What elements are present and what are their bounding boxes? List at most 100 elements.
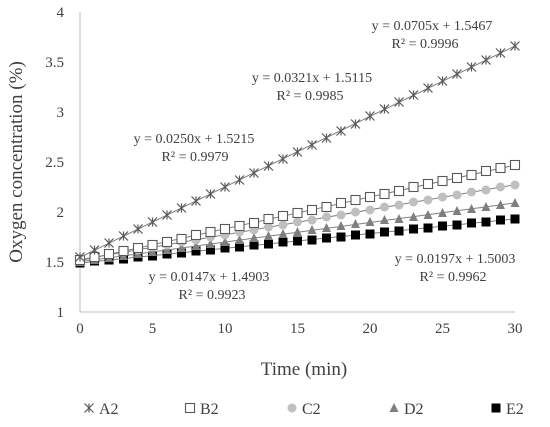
data-point-a2 (147, 217, 158, 227)
data-point-e2 (336, 232, 346, 242)
data-point-b2 (263, 213, 274, 225)
data-point-a2 (379, 104, 390, 114)
data-point-a2 (118, 231, 129, 241)
data-point-d2 (365, 217, 375, 226)
data-point-c2 (322, 212, 331, 222)
data-point-e2 (220, 243, 230, 253)
data-point-a2 (350, 119, 361, 129)
data-point-b2 (132, 242, 144, 254)
data-point-e2 (293, 236, 302, 246)
data-point-b2 (277, 210, 289, 222)
data-point-b2 (437, 175, 448, 187)
data-point-d2 (206, 239, 215, 248)
legend-marker-b2 (184, 402, 196, 414)
data-point-d2 (481, 202, 491, 211)
data-point-e2 (365, 229, 375, 239)
data-point-d2 (264, 231, 273, 240)
data-point-b2 (466, 169, 477, 181)
legend-label-e2: E2 (506, 401, 524, 418)
data-point-e2 (177, 248, 186, 258)
data-point-e2 (380, 227, 389, 237)
legend-label-d2: D2 (404, 401, 424, 418)
data-point-a2 (278, 154, 288, 164)
data-point-c2 (264, 222, 273, 232)
data-point-c2 (307, 215, 317, 225)
data-point-d2 (307, 225, 317, 234)
data-point-b2 (190, 229, 202, 241)
data-point-a2 (481, 55, 491, 65)
data-point-b2 (306, 204, 318, 216)
data-point-d2 (351, 219, 360, 228)
data-point-d2 (220, 237, 230, 246)
data-point-e2 (191, 246, 201, 256)
data-point-d2 (452, 206, 462, 215)
data-point-b2 (422, 178, 434, 190)
y-tick-label: 2.5 (45, 155, 64, 171)
data-point-a2 (75, 252, 85, 262)
data-point-e2 (409, 224, 418, 234)
data-point-c2 (278, 220, 288, 230)
data-point-d2 (336, 221, 346, 230)
data-point-d2 (278, 229, 288, 238)
data-point-b2 (451, 172, 463, 184)
data-point-c2 (351, 207, 360, 217)
data-point-d2 (423, 210, 433, 219)
data-point-b2 (350, 194, 361, 206)
data-point-d2 (496, 200, 505, 209)
data-point-b2 (393, 185, 405, 197)
data-point-c2 (380, 202, 389, 212)
plot-area: 0 5 10 15 20 25 30 1 1.5 2 2.5 3 3.5 4 (45, 5, 522, 337)
data-point-b2 (480, 165, 492, 177)
y-axis-title: Oxygen concentration (%) (6, 61, 27, 263)
data-point-a2 (104, 238, 114, 248)
data-point-b2 (118, 245, 129, 257)
data-point-c2 (336, 210, 346, 220)
data-point-a2 (495, 48, 506, 58)
data-point-e2 (351, 230, 360, 240)
data-point-c2 (467, 187, 476, 197)
data-point-b2 (495, 162, 506, 174)
data-point-e2 (264, 239, 273, 249)
equation-label-c2: y = 0.0250x + 1.5215 (134, 132, 255, 147)
equation-label-e2: y = 0.0147x + 1.4903 (149, 270, 270, 285)
data-point-a2 (191, 196, 201, 206)
legend-marker-a2 (84, 403, 94, 413)
data-point-e2 (423, 223, 433, 233)
data-point-a2 (133, 224, 143, 234)
data-point-d2 (380, 215, 389, 224)
data-point-c2 (481, 185, 491, 195)
data-point-c2 (423, 195, 433, 205)
data-point-b2 (321, 201, 332, 213)
data-point-c2 (409, 197, 418, 207)
legend-label-b2: B2 (200, 401, 219, 418)
x-tick-label: 0 (76, 321, 84, 337)
data-point-a2 (336, 126, 346, 136)
data-point-a2 (394, 97, 404, 107)
r2-label-a2: R² = 0.9996 (392, 37, 459, 52)
data-point-d2 (191, 241, 201, 250)
data-point-d2 (510, 198, 520, 207)
data-point-a2 (220, 182, 230, 192)
y-tick-label: 2 (57, 205, 65, 221)
data-point-a2 (466, 62, 477, 72)
data-point-b2 (408, 181, 419, 193)
data-point-e2 (249, 240, 259, 250)
x-axis-title: Time (min) (261, 359, 347, 380)
data-point-b2 (147, 239, 158, 251)
data-point-e2 (510, 214, 520, 224)
x-tick-label: 10 (218, 321, 233, 337)
data-point-d2 (409, 212, 418, 221)
data-point-a2 (249, 168, 259, 178)
data-point-a2 (510, 41, 520, 51)
data-point-d2 (467, 204, 476, 213)
legend: A2 B2 C2 D2 E2 (84, 401, 524, 418)
data-point-c2 (452, 190, 462, 200)
legend-marker-c2 (287, 403, 297, 413)
equation-label-d2: y = 0.0197x + 1.5003 (395, 252, 516, 267)
data-point-b2 (292, 207, 303, 219)
data-point-a2 (234, 175, 245, 185)
x-tick-label: 15 (290, 321, 305, 337)
annotation-labels: y = 0.0705x + 1.5467 R² = 0.9996 y = 0.0… (134, 19, 516, 303)
data-point-a2 (89, 245, 100, 255)
